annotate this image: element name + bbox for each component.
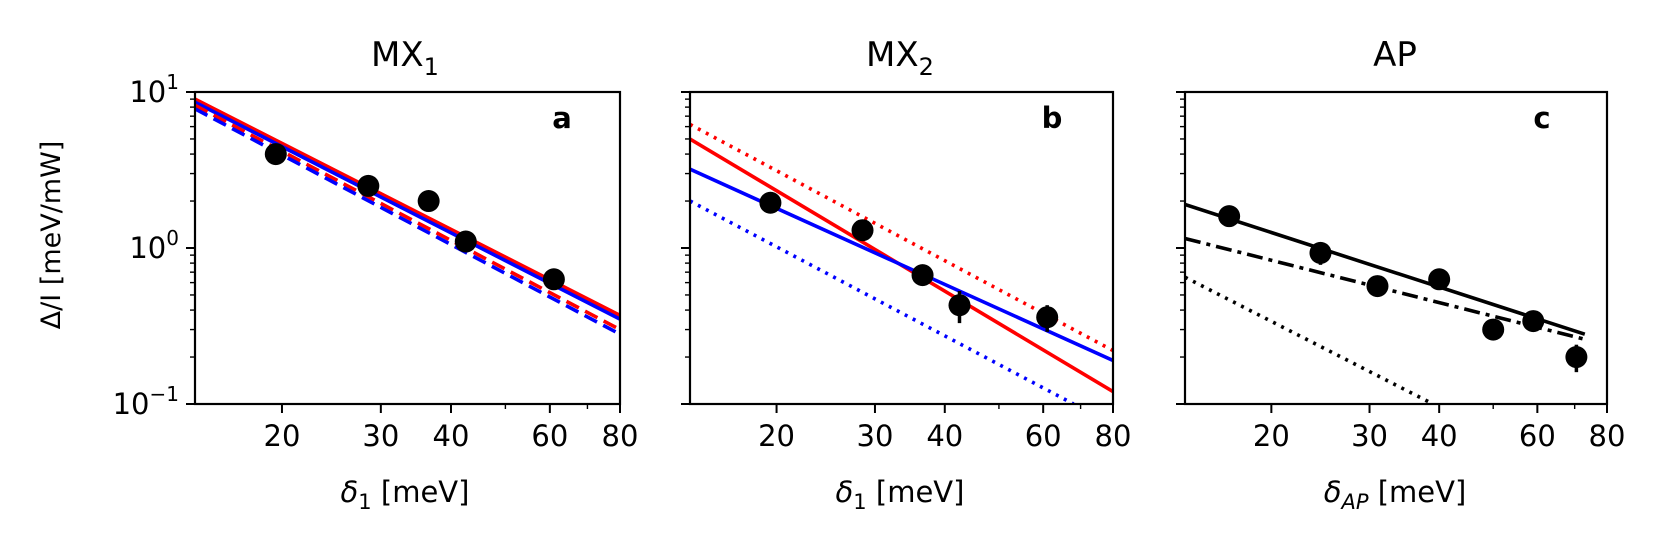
panel-c: AP c δAP [meV] 20 30 40 60 80 — [1176, 35, 1625, 514]
panel-c-xtick-label: 30 — [1351, 419, 1388, 453]
panel-b-frame — [688, 90, 1115, 406]
panel-a-xtick-label: 60 — [531, 419, 568, 453]
panel-a-series-2 — [195, 103, 620, 332]
panel-c-data-point-4 — [1482, 318, 1505, 341]
panel-c-data-point-1 — [1309, 241, 1332, 264]
panel-a-xtick-label: 20 — [264, 419, 301, 453]
panel-c-plot-area — [1185, 202, 1588, 404]
panel-c-xlabel: δAP [meV] — [1324, 475, 1467, 514]
panel-b-title-sub: 2 — [919, 53, 934, 81]
panel-c-title-main: AP — [1373, 35, 1417, 75]
panel-a-data-point-1 — [357, 174, 380, 197]
panel-c-data-point-5 — [1522, 310, 1545, 333]
panel-c-xlabel-main: δ — [1324, 475, 1342, 509]
ytick-label-base: 10 — [113, 387, 150, 421]
panel-c-frame — [1183, 90, 1609, 406]
ytick-label-exponent: −1 — [150, 382, 179, 406]
panel-b-plot-area — [690, 122, 1113, 404]
ytick-label-base: 10 — [129, 231, 166, 265]
panel-b-title-main: MX — [866, 35, 919, 75]
panel-a-data-point-2 — [417, 190, 440, 213]
panel-c-title: AP — [1373, 35, 1417, 75]
ytick-label-exponent: 0 — [166, 226, 179, 250]
panel-a-xlabel: δ1 [meV] — [341, 475, 470, 514]
panel-b-data-point-1 — [851, 219, 874, 242]
panel-b-xlabel-unit: [meV] — [867, 475, 965, 509]
panel-a-title: MX1 — [371, 35, 439, 81]
panel-a-title-main: MX — [371, 35, 424, 75]
panel-c-xlabel-unit: [meV] — [1369, 475, 1467, 509]
panel-b-id: b — [1042, 101, 1063, 135]
panel-b-series-3 — [690, 199, 1075, 404]
panel-c-series-0 — [1185, 202, 1586, 336]
panel-b-xtick-label: 80 — [1095, 419, 1132, 453]
panel-b-xtick-label: 40 — [926, 419, 963, 453]
panel-a-xtick-label: 30 — [362, 419, 399, 453]
panel-a-ytick-label: 100 — [129, 226, 179, 265]
panel-c-data-point-6 — [1565, 346, 1588, 369]
panel-a-xlabel-unit: [meV] — [372, 475, 470, 509]
panel-a-plot-area — [195, 97, 620, 336]
panel-b-data-point-4 — [1036, 306, 1059, 329]
panel-c-series-2 — [1185, 275, 1434, 404]
panel-a-id: a — [552, 101, 572, 135]
panel-c-id: c — [1533, 101, 1550, 135]
panel-a-series-3 — [195, 107, 620, 336]
ytick-label-base: 10 — [129, 75, 166, 109]
panel-b-title: MX2 — [866, 35, 934, 81]
panel-c-xtick-label: 60 — [1519, 419, 1556, 453]
panel-c-data-point-2 — [1366, 275, 1389, 298]
panel-b-xlabel-sub: 1 — [853, 490, 866, 514]
panel-b-xlabel-main: δ — [836, 475, 854, 509]
panel-b-xtick-label: 30 — [857, 419, 894, 453]
panel-a-data-point-3 — [454, 230, 477, 253]
y-axis-label: Δ/I [meV/mW] — [36, 141, 67, 330]
panel-b-xtick-label: 60 — [1025, 419, 1062, 453]
panel-a-xtick-label: 40 — [433, 419, 470, 453]
panel-a-data-point-4 — [542, 268, 565, 291]
panel-b-data-point-3 — [948, 294, 971, 317]
panel-a-ytick-label: 101 — [129, 70, 179, 109]
panel-a-ytick-label: 10−1 — [113, 382, 179, 421]
panel-c-xtick-label: 80 — [1589, 419, 1626, 453]
panel-a-xlabel-sub: 1 — [358, 490, 371, 514]
panel-b-xtick-label: 20 — [758, 419, 795, 453]
panel-b-data-point-2 — [911, 264, 934, 287]
panel-a-title-sub: 1 — [424, 53, 439, 81]
ytick-label-exponent: 1 — [166, 70, 179, 94]
panel-a-xtick-label: 80 — [602, 419, 639, 453]
panel-a-xlabel-main: δ — [341, 475, 359, 509]
panel-b-data-point-0 — [759, 191, 782, 214]
panel-c-xtick-label: 40 — [1421, 419, 1458, 453]
panel-c-data-point-0 — [1218, 205, 1241, 228]
panel-b-xlabel: δ1 [meV] — [836, 475, 965, 514]
panel-c-xtick-label: 20 — [1253, 419, 1290, 453]
panel-c-xlabel-sub: AP — [1339, 490, 1368, 514]
panel-c-data-point-3 — [1428, 268, 1451, 291]
panel-a-data-point-0 — [264, 143, 287, 166]
panel-b: MX2 b δ1 [meV] 20 30 40 60 80 — [681, 35, 1131, 514]
panel-b-series-2 — [690, 167, 1113, 363]
